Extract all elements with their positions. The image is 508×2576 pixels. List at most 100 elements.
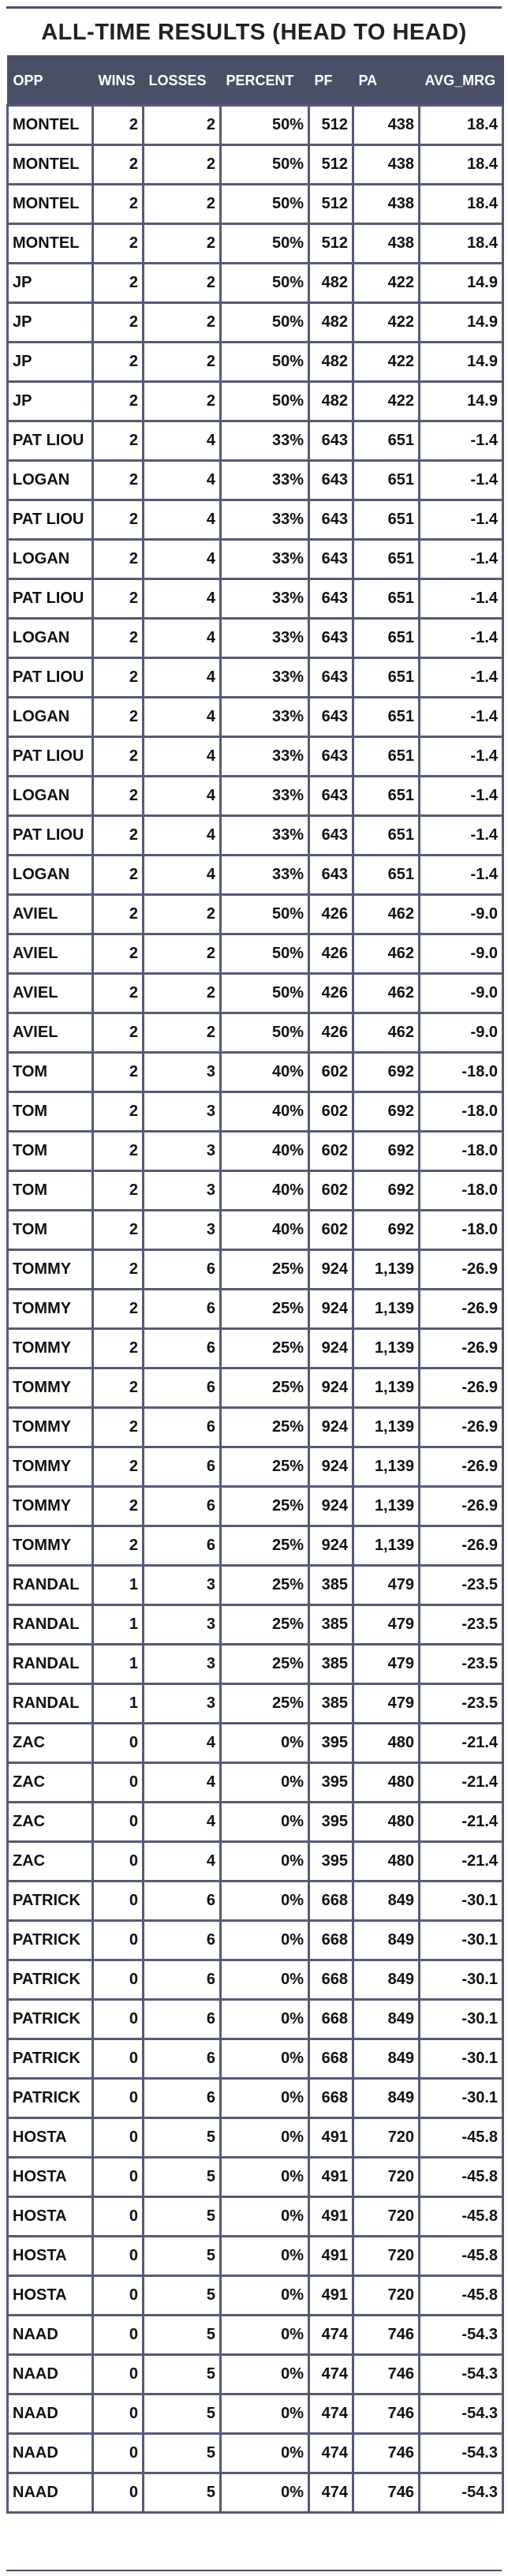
wins-cell: 0 — [92, 2117, 144, 2159]
wins-cell: 2 — [92, 1209, 144, 1251]
wins-cell: 0 — [92, 1840, 144, 1882]
percent-cell: 0% — [219, 2038, 310, 2080]
percent-cell: 33% — [219, 538, 310, 580]
percent-cell: 0% — [219, 1880, 310, 1922]
wins-cell: 0 — [92, 2432, 144, 2474]
opp-cell: TOM — [6, 1170, 94, 1211]
avg-mrg-cell: -18.0 — [418, 1170, 504, 1211]
percent-cell: 33% — [219, 657, 310, 698]
pa-cell: 720 — [352, 2156, 420, 2198]
avg-mrg-cell: -18.0 — [418, 1130, 504, 1172]
avg-mrg-cell: -21.4 — [418, 1801, 504, 1843]
losses-cell: 4 — [142, 1801, 222, 1843]
losses-cell: 5 — [142, 2472, 222, 2514]
wins-cell: 0 — [92, 1762, 144, 1803]
losses-cell: 4 — [142, 1762, 222, 1803]
percent-cell: 25% — [219, 1525, 310, 1567]
wins-cell: 2 — [92, 1012, 144, 1054]
percent-cell: 50% — [219, 893, 310, 935]
avg-mrg-cell: -1.4 — [418, 775, 504, 817]
avg-mrg-cell: -1.4 — [418, 657, 504, 698]
table-row: NAAD 0 5 0% 474 746 -54.3 — [6, 2353, 504, 2395]
losses-cell: 5 — [142, 2235, 222, 2277]
table-row: LOGAN 2 4 33% 643 651 -1.4 — [6, 617, 504, 659]
table-row: PATRICK 0 6 0% 668 849 -30.1 — [6, 1919, 504, 1961]
losses-cell: 2 — [142, 972, 222, 1014]
table-row: AVIEL 2 2 50% 426 462 -9.0 — [6, 933, 504, 975]
wins-cell: 0 — [92, 2235, 144, 2277]
wins-cell: 2 — [92, 183, 144, 225]
pa-cell: 692 — [352, 1051, 420, 1093]
percent-cell: 25% — [219, 1406, 310, 1448]
opp-cell: PATRICK — [6, 2038, 94, 2080]
avg-mrg-cell: -1.4 — [418, 420, 504, 462]
percent-cell: 25% — [219, 1446, 310, 1488]
table-row: NAAD 0 5 0% 474 746 -54.3 — [6, 2314, 504, 2356]
pa-cell: 746 — [352, 2393, 420, 2435]
percent-cell: 0% — [219, 1919, 310, 1961]
table-row: TOM 2 3 40% 602 692 -18.0 — [6, 1091, 504, 1133]
opp-cell: MONTEL — [6, 223, 94, 264]
avg-mrg-cell: -26.9 — [418, 1485, 504, 1527]
table-row: RANDAL 1 3 25% 385 479 -23.5 — [6, 1643, 504, 1685]
opp-cell: AVIEL — [6, 972, 94, 1014]
opp-cell: RANDAL — [6, 1683, 94, 1724]
avg-mrg-cell: -21.4 — [418, 1722, 504, 1764]
avg-mrg-cell: -45.8 — [418, 2235, 504, 2277]
avg-mrg-cell: -18.0 — [418, 1209, 504, 1251]
pf-cell: 426 — [308, 1012, 354, 1054]
losses-cell: 6 — [142, 1959, 222, 2001]
table-row: ZAC 0 4 0% 395 480 -21.4 — [6, 1801, 504, 1843]
avg-mrg-cell: -30.1 — [418, 1919, 504, 1961]
pa-cell: 1,139 — [352, 1327, 420, 1369]
opp-cell: JP — [6, 301, 94, 343]
percent-cell: 50% — [219, 262, 310, 304]
pa-cell: 480 — [352, 1801, 420, 1843]
pf-cell: 491 — [308, 2196, 354, 2237]
losses-cell: 4 — [142, 459, 222, 501]
pf-cell: 385 — [308, 1564, 354, 1606]
losses-cell: 4 — [142, 499, 222, 541]
table-row: TOM 2 3 40% 602 692 -18.0 — [6, 1209, 504, 1251]
pf-cell: 643 — [308, 499, 354, 541]
table-row: HOSTA 0 5 0% 491 720 -45.8 — [6, 2235, 504, 2277]
pa-cell: 720 — [352, 2196, 420, 2237]
avg-mrg-cell: -1.4 — [418, 854, 504, 896]
pa-cell: 422 — [352, 301, 420, 343]
avg-mrg-cell: -1.4 — [418, 617, 504, 659]
percent-cell: 0% — [219, 1801, 310, 1843]
wins-cell: 0 — [92, 1919, 144, 1961]
table-row: LOGAN 2 4 33% 643 651 -1.4 — [6, 538, 504, 580]
percent-cell: 40% — [219, 1051, 310, 1093]
pa-cell: 479 — [352, 1564, 420, 1606]
pf-cell: 512 — [308, 223, 354, 264]
opp-cell: TOM — [6, 1130, 94, 1172]
opp-cell: TOMMY — [6, 1406, 94, 1448]
losses-cell: 2 — [142, 144, 222, 185]
pf-cell: 924 — [308, 1367, 354, 1409]
wins-cell: 2 — [92, 1249, 144, 1290]
losses-cell: 2 — [142, 301, 222, 343]
losses-cell: 4 — [142, 420, 222, 462]
table-row: HOSTA 0 5 0% 491 720 -45.8 — [6, 2117, 504, 2159]
pf-cell: 643 — [308, 617, 354, 659]
opp-cell: NAAD — [6, 2472, 94, 2514]
pf-cell: 474 — [308, 2472, 354, 2514]
pa-cell: 1,139 — [352, 1485, 420, 1527]
percent-cell: 25% — [219, 1485, 310, 1527]
pf-cell: 474 — [308, 2432, 354, 2474]
pf-cell: 395 — [308, 1722, 354, 1764]
pf-cell: 924 — [308, 1406, 354, 1448]
losses-cell: 2 — [142, 893, 222, 935]
table-row: PATRICK 0 6 0% 668 849 -30.1 — [6, 2038, 504, 2080]
avg-mrg-cell: -23.5 — [418, 1643, 504, 1685]
table-row: PAT LIOU 2 4 33% 643 651 -1.4 — [6, 814, 504, 856]
losses-cell: 3 — [142, 1209, 222, 1251]
losses-cell: 2 — [142, 104, 222, 146]
losses-cell: 4 — [142, 617, 222, 659]
column-header-pa: PA — [352, 55, 420, 107]
opp-cell: ZAC — [6, 1722, 94, 1764]
opp-cell: MONTEL — [6, 183, 94, 225]
pf-cell: 482 — [308, 301, 354, 343]
wins-cell: 0 — [92, 2314, 144, 2356]
